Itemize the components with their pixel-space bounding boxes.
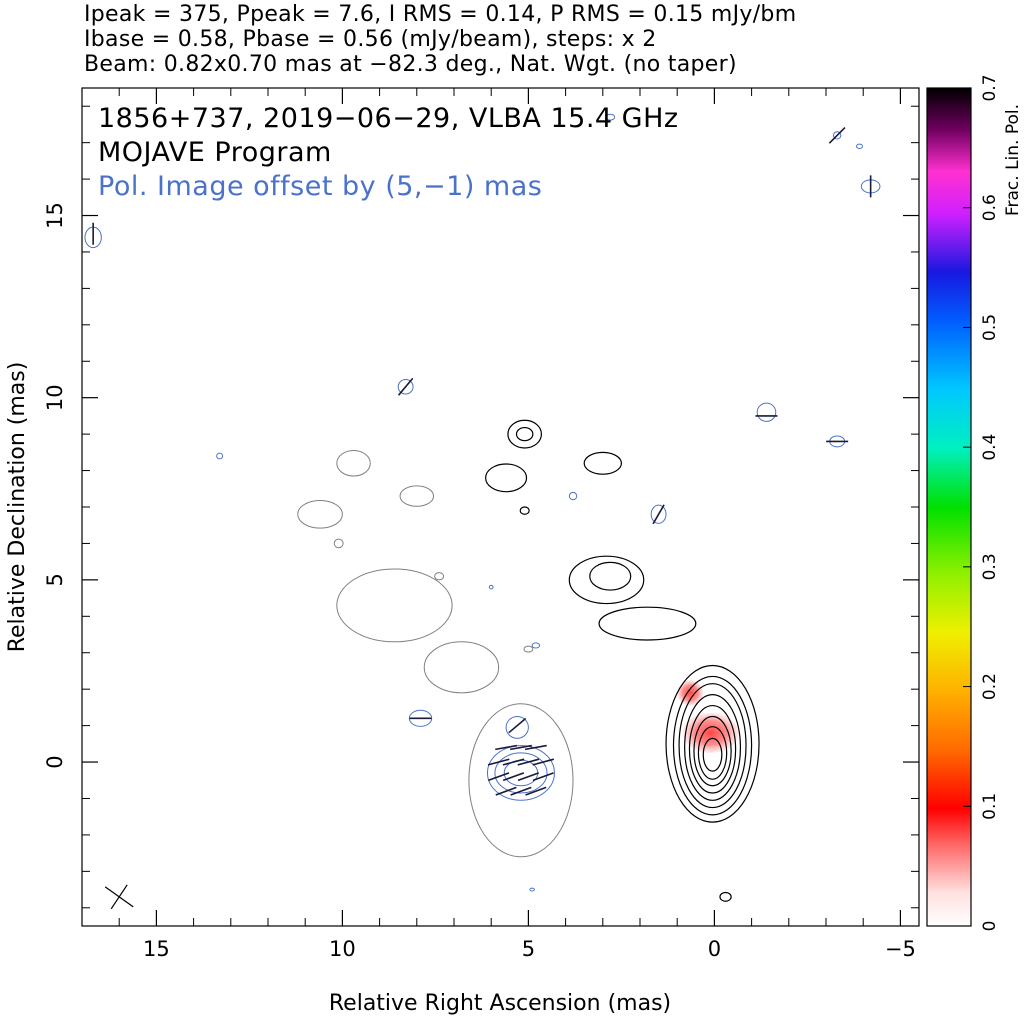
intensity-contour — [719, 891, 732, 902]
frac-pol-patch — [682, 712, 739, 753]
evpa-vector — [397, 377, 414, 396]
pol-contour — [397, 378, 414, 395]
evpa-vector — [502, 772, 525, 782]
colorbar-tick-label: 0.3 — [980, 553, 1000, 580]
x-axis-label: Relative Right Ascension (mas) — [329, 991, 671, 1016]
pol-contour — [529, 887, 535, 892]
intensity-contour — [515, 426, 534, 442]
intensity-contour — [598, 606, 697, 641]
pol-contour — [568, 491, 578, 501]
beam-minor-axis — [110, 884, 128, 910]
x-tick-label: 10 — [329, 937, 356, 961]
colorbar-tick-label: 0.4 — [980, 434, 1000, 461]
faint-contour — [423, 641, 500, 694]
intensity-contour — [519, 506, 530, 515]
pol-contour — [486, 745, 555, 801]
x-tick-label: 15 — [143, 937, 170, 961]
faint-contour — [297, 499, 343, 529]
evpa-vector — [508, 717, 527, 734]
x-tick-label: −5 — [885, 937, 916, 961]
faint-contour — [399, 485, 435, 507]
evpa-vector — [532, 772, 554, 782]
evpa-vector — [509, 744, 532, 751]
plot-area — [82, 88, 919, 926]
evpa-vector — [510, 786, 532, 796]
colorbar — [926, 87, 972, 927]
pol-contour — [605, 113, 616, 121]
frac-pol-patch — [677, 680, 704, 706]
faint-contour — [336, 568, 453, 643]
x-tick-label: 5 — [522, 937, 535, 961]
evpa-vector — [525, 786, 547, 796]
faint-contour — [333, 538, 344, 549]
x-tick-label: 0 — [708, 937, 721, 961]
intensity-contour — [693, 715, 732, 787]
evpa-vector — [488, 772, 510, 782]
header-line-2: Ibase = 0.58, Pbase = 0.56 (mJy/beam), s… — [84, 27, 657, 52]
intensity-contour — [507, 419, 543, 449]
intensity-contour — [678, 683, 747, 809]
evpa-vector — [517, 772, 540, 782]
pol-contour — [505, 716, 529, 739]
faint-contour — [523, 645, 534, 653]
offset-annotation: Pol. Image offset by (5,−1) mas — [98, 171, 542, 202]
evpa-vector — [517, 758, 540, 766]
header-line-1: Ipeak = 375, Ppeak = 7.6, I RMS = 0.14, … — [84, 2, 797, 27]
pol-contour — [832, 131, 842, 140]
colorbar-tick-label: 0.5 — [980, 314, 1000, 341]
evpa-vector — [495, 786, 517, 796]
pol-contour — [488, 584, 494, 590]
evpa-vector — [502, 758, 525, 766]
evpa-vector — [532, 758, 555, 766]
program-annotation: MOJAVE Program — [98, 137, 332, 168]
y-tick-label: 10 — [43, 384, 67, 411]
pol-contour — [408, 709, 433, 727]
evpa-vector — [524, 744, 547, 751]
source-annotation: 1856+737, 2019−06−29, VLBA 15.4 GHz — [98, 103, 679, 134]
intensity-contour — [672, 675, 753, 816]
colorbar-label: Frac. Lin. Pol. — [1003, 104, 1023, 216]
y-axis-label: Relative Declination (mas) — [5, 362, 30, 653]
intensity-contour — [684, 694, 742, 801]
intensity-contour — [665, 664, 760, 823]
pol-contour — [216, 452, 224, 460]
faint-contour — [434, 572, 445, 581]
y-tick-label: 5 — [43, 573, 67, 586]
pol-contour — [756, 402, 777, 422]
pol-contour — [531, 642, 541, 649]
colorbar-tick-label: 0 — [980, 921, 1000, 932]
intensity-contour — [589, 561, 632, 591]
y-tick-label: 0 — [43, 755, 67, 768]
pol-contour — [856, 143, 863, 149]
colorbar-tick-label: 0.1 — [980, 793, 1000, 820]
pol-contour — [650, 504, 667, 524]
intensity-contour — [702, 737, 723, 772]
pol-contour — [494, 752, 548, 794]
header-line-3: Beam: 0.82x0.70 mas at −82.3 deg., Nat. … — [84, 52, 737, 77]
evpa-vector — [487, 758, 510, 766]
intensity-contour — [688, 704, 737, 794]
intensity-contour — [568, 555, 645, 605]
intensity-contour — [485, 463, 528, 493]
evpa-vector — [652, 504, 665, 525]
colorbar-tick-label: 0.2 — [980, 673, 1000, 700]
intensity-contour — [697, 726, 728, 780]
colorbar-tick-label: 0.7 — [980, 74, 1000, 101]
evpa-vector — [828, 127, 846, 144]
intensity-contour — [583, 451, 623, 475]
faint-contour — [336, 450, 371, 477]
colorbar-tick-label: 0.6 — [980, 194, 1000, 221]
y-tick-label: 15 — [43, 202, 67, 229]
faint-contour — [468, 703, 574, 858]
evpa-vector — [495, 744, 518, 751]
